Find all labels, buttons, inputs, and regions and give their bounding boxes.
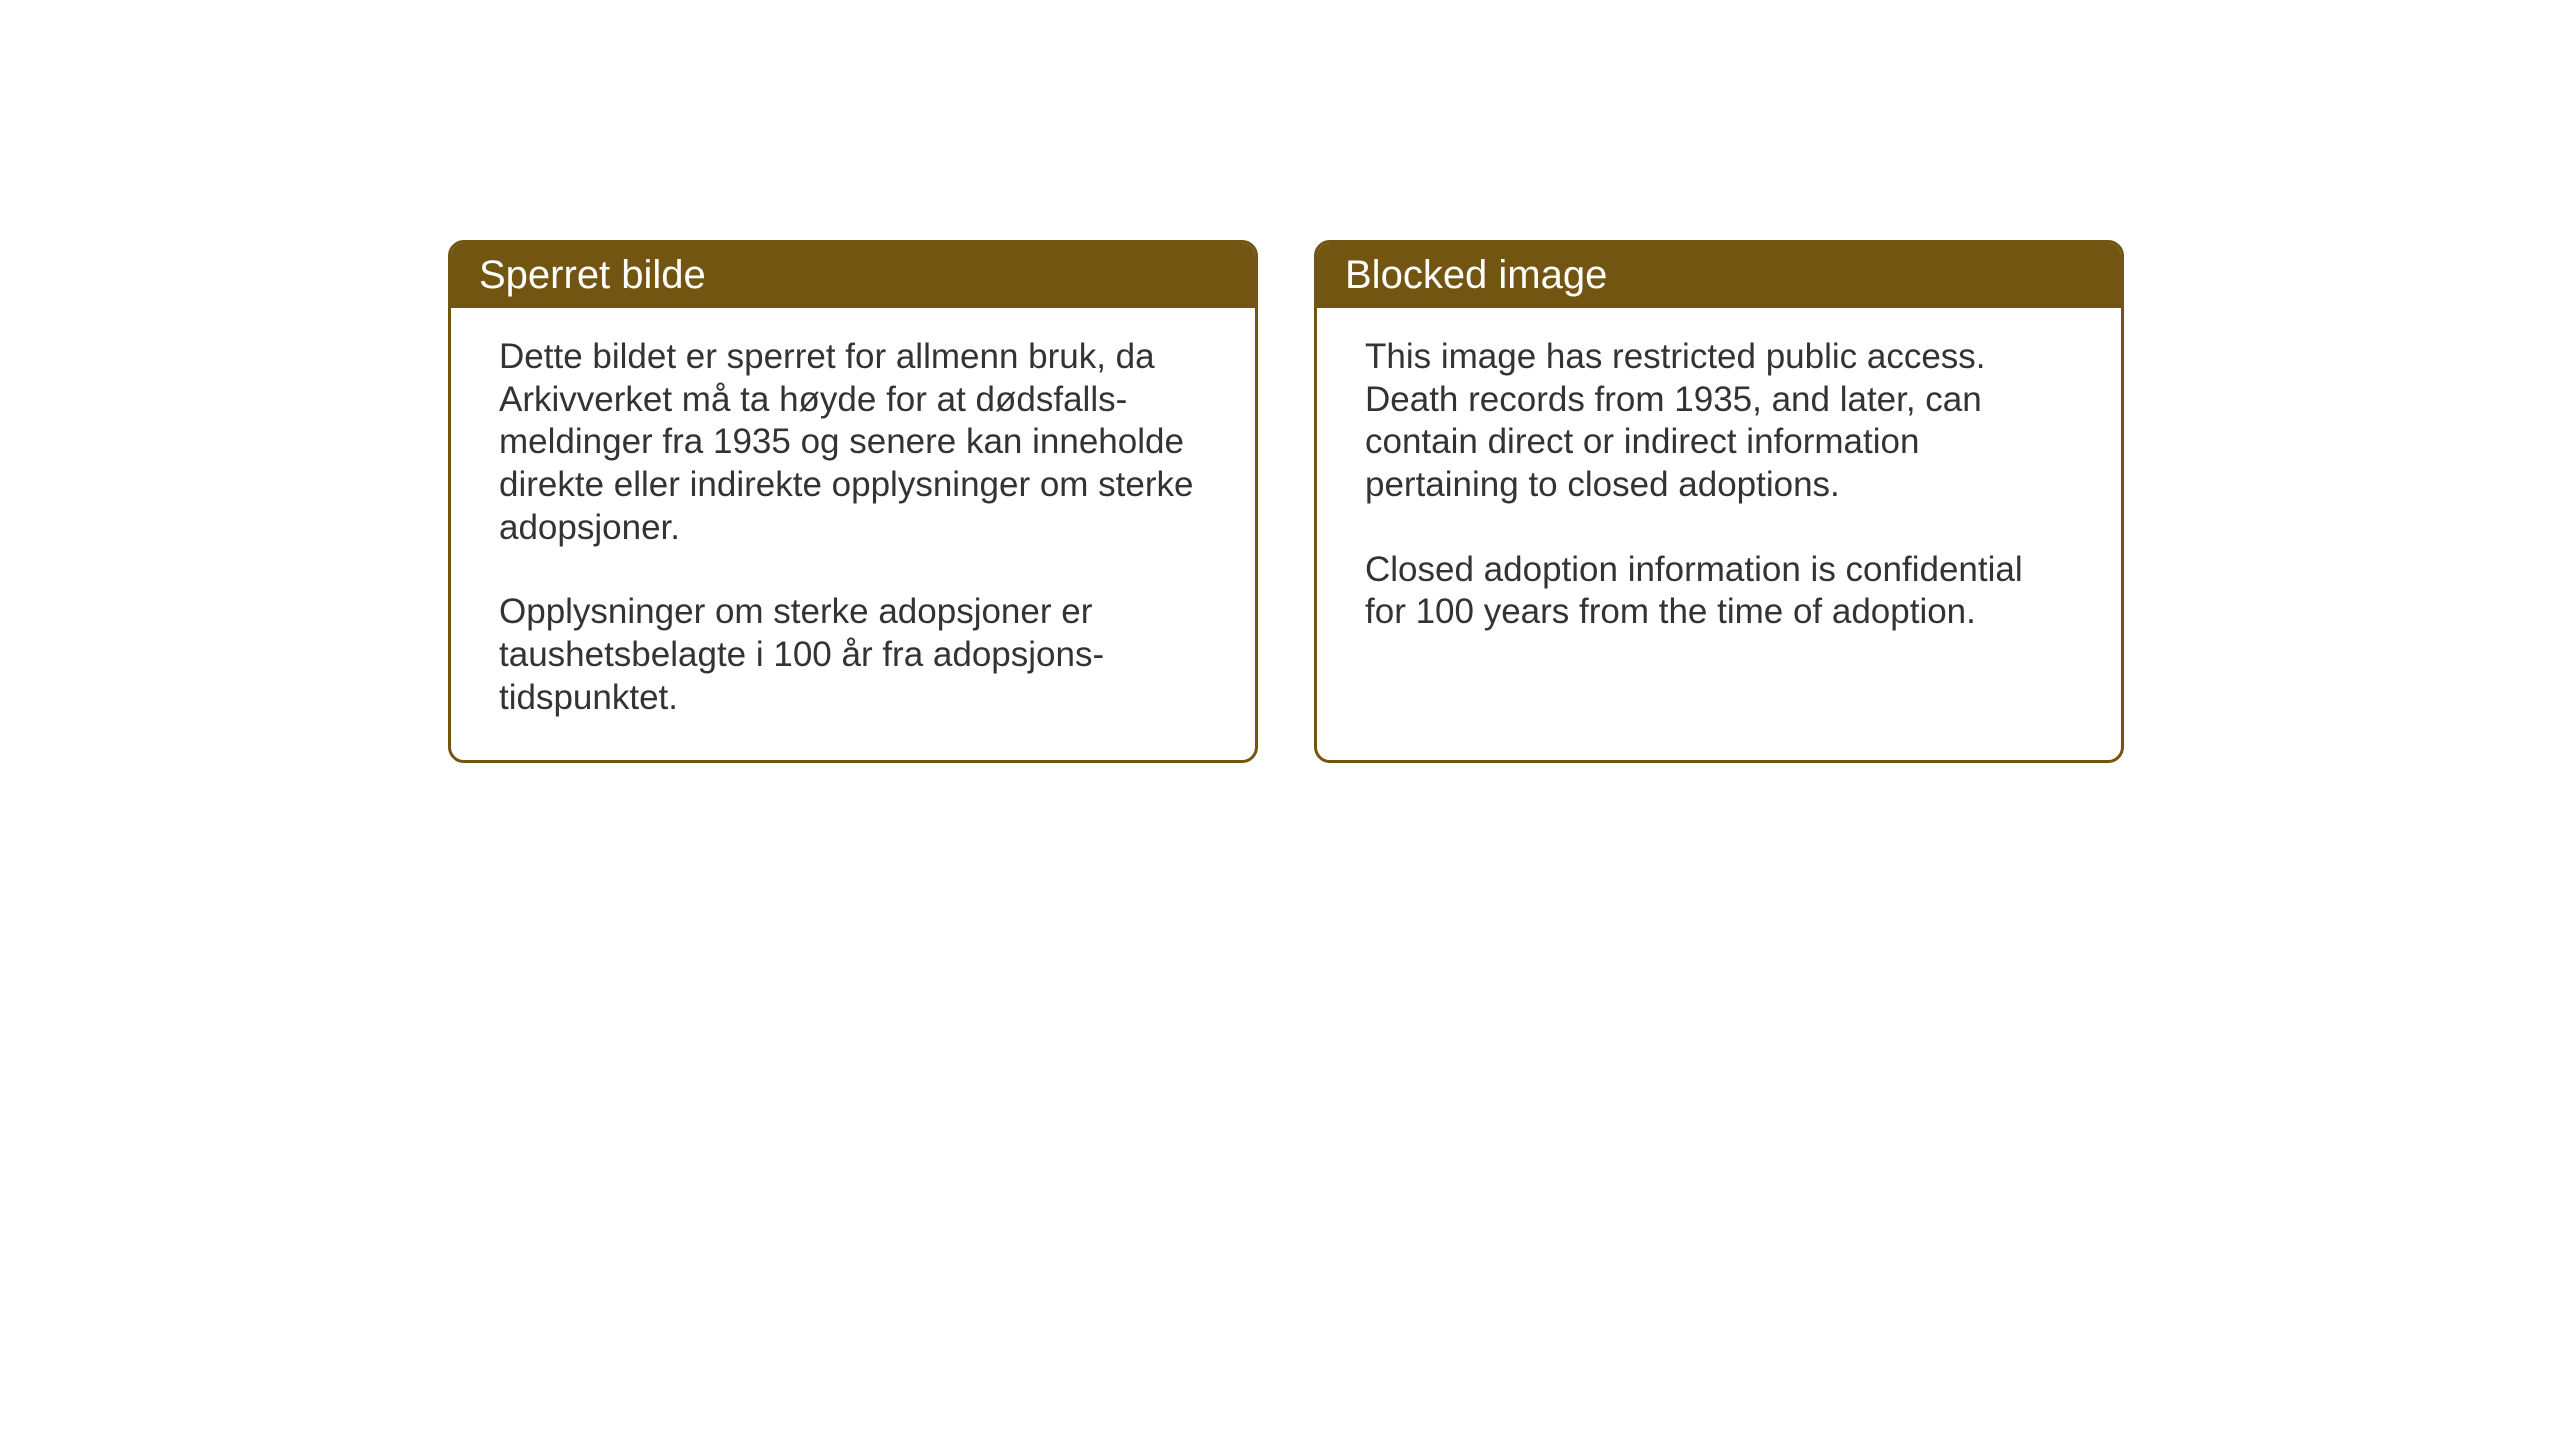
paragraph-2-norwegian: Opplysninger om sterke adopsjoner er tau… bbox=[499, 591, 1207, 719]
card-body-norwegian: Dette bildet er sperret for allmenn bruk… bbox=[451, 308, 1255, 760]
card-header-english: Blocked image bbox=[1317, 243, 2121, 308]
notice-card-norwegian: Sperret bilde Dette bildet er sperret fo… bbox=[448, 240, 1258, 763]
paragraph-1-english: This image has restricted public access.… bbox=[1365, 336, 2073, 507]
paragraph-1-norwegian: Dette bildet er sperret for allmenn bruk… bbox=[499, 336, 1207, 549]
card-title-norwegian: Sperret bilde bbox=[479, 253, 706, 297]
notice-container: Sperret bilde Dette bildet er sperret fo… bbox=[448, 240, 2124, 763]
paragraph-2-english: Closed adoption information is confident… bbox=[1365, 549, 2073, 634]
notice-card-english: Blocked image This image has restricted … bbox=[1314, 240, 2124, 763]
card-body-english: This image has restricted public access.… bbox=[1317, 308, 2121, 738]
card-title-english: Blocked image bbox=[1345, 253, 1607, 297]
card-header-norwegian: Sperret bilde bbox=[451, 243, 1255, 308]
